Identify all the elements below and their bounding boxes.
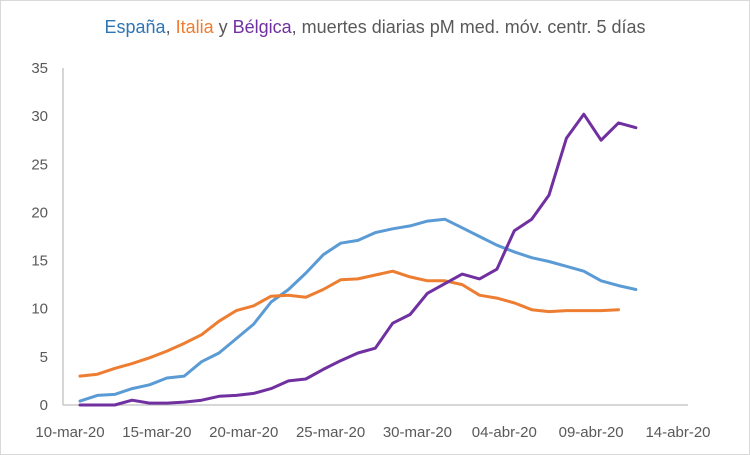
x-tick-label: 30-mar-20 — [383, 424, 452, 441]
y-tick-label: 5 — [40, 349, 48, 366]
x-tick-label: 15-mar-20 — [122, 424, 191, 441]
y-tick-label: 10 — [31, 301, 48, 318]
chart-title-part: y — [213, 17, 233, 37]
y-tick-label: 0 — [40, 397, 48, 414]
chart-title-part: Italia — [175, 17, 214, 37]
x-tick-label: 20-mar-20 — [209, 424, 278, 441]
x-tick-label: 09-abr-20 — [559, 424, 624, 441]
chart-title-part: Bélgica — [232, 17, 292, 37]
chart-title-part: , — [165, 17, 176, 37]
y-tick-label: 30 — [31, 108, 48, 125]
chart-title: España, Italia y Bélgica, muertes diaria… — [0, 17, 750, 38]
y-tick-label: 15 — [31, 253, 48, 270]
series-line-belgica — [78, 112, 638, 407]
series-line-italia — [78, 269, 620, 378]
x-tick-label: 04-abr-20 — [472, 424, 537, 441]
y-tick-label: 20 — [31, 204, 48, 221]
y-tick-label: 25 — [31, 156, 48, 173]
chart-title-part: España — [104, 17, 166, 37]
y-tick-label: 35 — [31, 60, 48, 77]
x-tick-label: 10-mar-20 — [35, 424, 104, 441]
x-tick-label: 14-abr-20 — [645, 424, 710, 441]
x-tick-label: 25-mar-20 — [296, 424, 365, 441]
chart-title-part: , muertes diarias pM med. móv. centr. 5 … — [291, 17, 646, 37]
